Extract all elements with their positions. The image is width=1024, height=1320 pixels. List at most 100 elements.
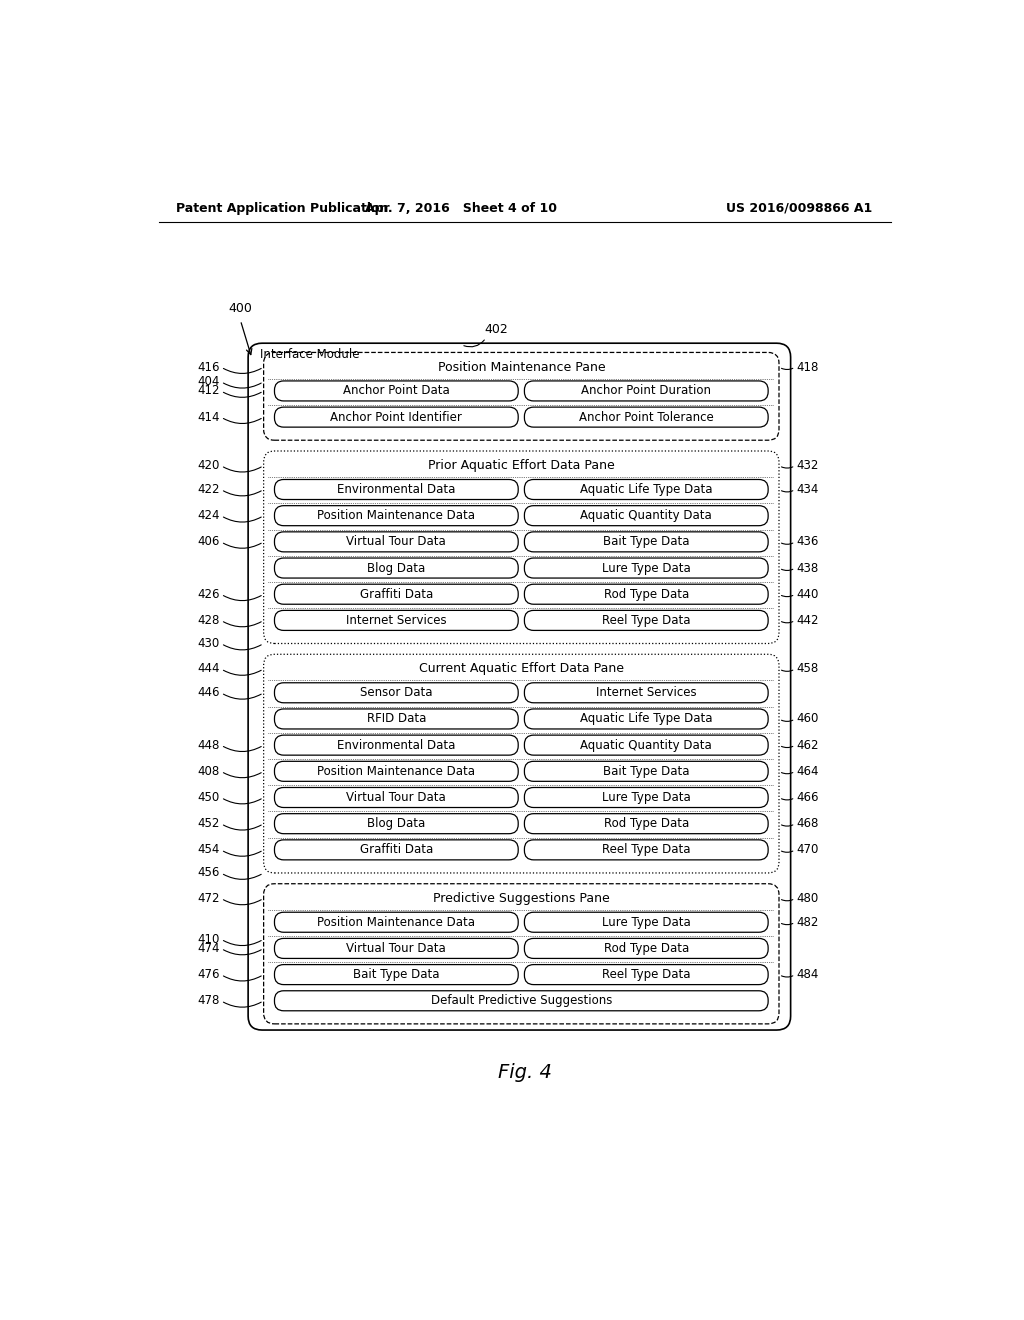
FancyBboxPatch shape (524, 813, 768, 834)
Text: Default Predictive Suggestions: Default Predictive Suggestions (431, 994, 612, 1007)
Text: 440: 440 (797, 587, 819, 601)
Text: 450: 450 (198, 791, 219, 804)
Text: Reel Type Data: Reel Type Data (602, 968, 690, 981)
FancyBboxPatch shape (263, 884, 779, 1024)
Text: Rod Type Data: Rod Type Data (604, 587, 689, 601)
Text: 438: 438 (797, 561, 819, 574)
Text: Lure Type Data: Lure Type Data (602, 791, 690, 804)
Text: Aquatic Life Type Data: Aquatic Life Type Data (580, 713, 713, 726)
FancyBboxPatch shape (274, 506, 518, 525)
Text: 446: 446 (197, 686, 219, 700)
Text: Position Maintenance Data: Position Maintenance Data (317, 916, 475, 929)
FancyBboxPatch shape (274, 709, 518, 729)
Text: Anchor Point Tolerance: Anchor Point Tolerance (579, 411, 714, 424)
Text: 430: 430 (198, 638, 219, 649)
Text: Lure Type Data: Lure Type Data (602, 561, 690, 574)
Text: 404: 404 (197, 375, 219, 388)
Text: 428: 428 (197, 614, 219, 627)
Text: 410: 410 (197, 933, 219, 945)
Text: 400: 400 (228, 302, 253, 315)
FancyBboxPatch shape (274, 813, 518, 834)
Text: 456: 456 (197, 866, 219, 879)
Text: Aquatic Life Type Data: Aquatic Life Type Data (580, 483, 713, 496)
Text: Position Maintenance Pane: Position Maintenance Pane (437, 360, 605, 374)
Text: 472: 472 (197, 892, 219, 906)
Text: 406: 406 (197, 536, 219, 548)
Text: 448: 448 (197, 739, 219, 751)
FancyBboxPatch shape (524, 762, 768, 781)
Text: Aquatic Quantity Data: Aquatic Quantity Data (581, 739, 712, 751)
Text: 412: 412 (197, 384, 219, 397)
Text: Blog Data: Blog Data (368, 817, 425, 830)
Text: Internet Services: Internet Services (596, 686, 696, 700)
Text: 434: 434 (797, 483, 819, 496)
FancyBboxPatch shape (524, 532, 768, 552)
Text: Environmental Data: Environmental Data (337, 483, 456, 496)
FancyBboxPatch shape (524, 585, 768, 605)
Text: Fig. 4: Fig. 4 (498, 1063, 552, 1082)
Text: 420: 420 (197, 459, 219, 473)
FancyBboxPatch shape (263, 352, 779, 441)
Text: Rod Type Data: Rod Type Data (604, 942, 689, 954)
Text: Bait Type Data: Bait Type Data (353, 968, 439, 981)
Text: US 2016/0098866 A1: US 2016/0098866 A1 (726, 202, 872, 215)
FancyBboxPatch shape (274, 479, 518, 499)
Text: 470: 470 (797, 843, 819, 857)
Text: 460: 460 (797, 713, 819, 726)
Text: 402: 402 (484, 323, 508, 335)
FancyBboxPatch shape (274, 840, 518, 859)
Text: Bait Type Data: Bait Type Data (603, 764, 689, 777)
FancyBboxPatch shape (274, 991, 768, 1011)
FancyBboxPatch shape (274, 585, 518, 605)
FancyBboxPatch shape (524, 682, 768, 702)
Text: 436: 436 (797, 536, 819, 548)
Text: 418: 418 (797, 360, 819, 374)
Text: Bait Type Data: Bait Type Data (603, 536, 689, 548)
FancyBboxPatch shape (248, 343, 791, 1030)
FancyBboxPatch shape (263, 451, 779, 644)
FancyBboxPatch shape (274, 532, 518, 552)
Text: 416: 416 (197, 360, 219, 374)
Text: Prior Aquatic Effort Data Pane: Prior Aquatic Effort Data Pane (428, 459, 614, 473)
Text: Position Maintenance Data: Position Maintenance Data (317, 510, 475, 523)
Text: Internet Services: Internet Services (346, 614, 446, 627)
FancyBboxPatch shape (524, 939, 768, 958)
FancyBboxPatch shape (274, 610, 518, 631)
Text: RFID Data: RFID Data (367, 713, 426, 726)
FancyBboxPatch shape (274, 381, 518, 401)
Text: 408: 408 (198, 764, 219, 777)
Text: Position Maintenance Data: Position Maintenance Data (317, 764, 475, 777)
Text: 458: 458 (797, 663, 819, 676)
Text: 414: 414 (197, 411, 219, 424)
FancyBboxPatch shape (524, 506, 768, 525)
Text: Graffiti Data: Graffiti Data (359, 843, 433, 857)
FancyBboxPatch shape (524, 788, 768, 808)
Text: Patent Application Publication: Patent Application Publication (176, 202, 388, 215)
Text: Lure Type Data: Lure Type Data (602, 916, 690, 929)
Text: Virtual Tour Data: Virtual Tour Data (346, 942, 446, 954)
Text: 482: 482 (797, 916, 819, 929)
Text: 468: 468 (797, 817, 819, 830)
Text: Virtual Tour Data: Virtual Tour Data (346, 791, 446, 804)
Text: Reel Type Data: Reel Type Data (602, 843, 690, 857)
Text: Graffiti Data: Graffiti Data (359, 587, 433, 601)
FancyBboxPatch shape (524, 381, 768, 401)
Text: Interface Module: Interface Module (260, 348, 359, 362)
Text: 454: 454 (197, 843, 219, 857)
FancyBboxPatch shape (274, 965, 518, 985)
FancyBboxPatch shape (524, 912, 768, 932)
Text: Predictive Suggestions Pane: Predictive Suggestions Pane (433, 892, 609, 906)
Text: Rod Type Data: Rod Type Data (604, 817, 689, 830)
Text: Aquatic Quantity Data: Aquatic Quantity Data (581, 510, 712, 523)
Text: 422: 422 (197, 483, 219, 496)
FancyBboxPatch shape (274, 558, 518, 578)
Text: 474: 474 (197, 942, 219, 954)
Text: 442: 442 (797, 614, 819, 627)
FancyBboxPatch shape (274, 762, 518, 781)
Text: 480: 480 (797, 892, 819, 906)
FancyBboxPatch shape (274, 735, 518, 755)
Text: 466: 466 (797, 791, 819, 804)
Text: 478: 478 (197, 994, 219, 1007)
Text: Apr. 7, 2016   Sheet 4 of 10: Apr. 7, 2016 Sheet 4 of 10 (366, 202, 557, 215)
Text: Sensor Data: Sensor Data (360, 686, 432, 700)
